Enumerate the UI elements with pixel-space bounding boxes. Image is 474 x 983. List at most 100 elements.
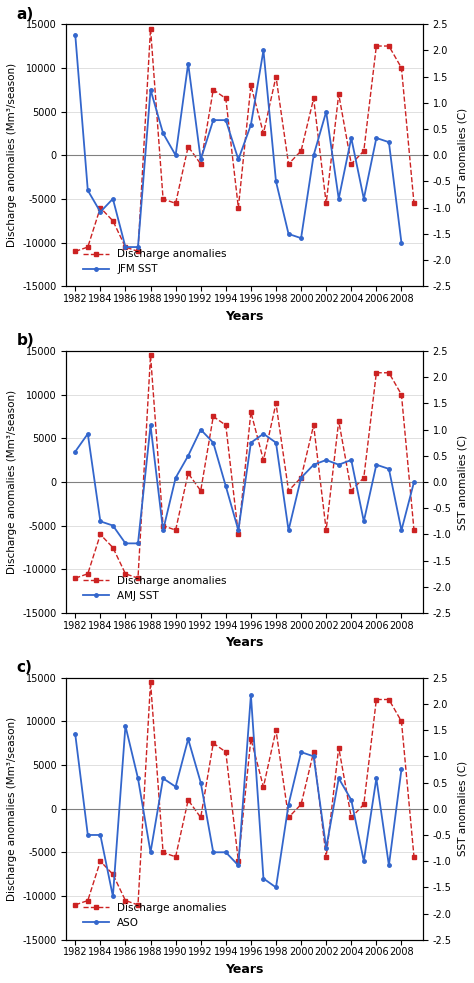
Legend: Discharge anomalies, AMJ SST: Discharge anomalies, AMJ SST (79, 572, 231, 606)
Discharge anomalies (123, 895, 128, 906)
Discharge anomalies (323, 524, 329, 536)
JFM SST (374, 132, 379, 144)
ASO (261, 873, 266, 885)
Line: Discharge anomalies: Discharge anomalies (73, 27, 417, 254)
Discharge anomalies (361, 472, 367, 484)
Discharge anomalies (298, 472, 304, 484)
ASO (273, 882, 279, 894)
Discharge anomalies (399, 62, 404, 74)
Y-axis label: SST anomalies (C): SST anomalies (C) (457, 761, 467, 856)
JFM SST (248, 119, 254, 131)
Discharge anomalies (210, 737, 216, 749)
AMJ SST (123, 538, 128, 549)
ASO (311, 750, 317, 762)
Discharge anomalies (185, 794, 191, 806)
Discharge anomalies (185, 141, 191, 152)
Discharge anomalies (336, 742, 342, 754)
Discharge anomalies (198, 485, 203, 496)
ASO (210, 846, 216, 858)
JFM SST (298, 232, 304, 244)
ASO (73, 728, 78, 740)
AMJ SST (236, 524, 241, 536)
Discharge anomalies (123, 241, 128, 253)
JFM SST (323, 106, 329, 118)
Discharge anomalies (98, 529, 103, 541)
ASO (223, 846, 228, 858)
Discharge anomalies (361, 145, 367, 157)
Discharge anomalies (298, 798, 304, 810)
Discharge anomalies (261, 781, 266, 793)
AMJ SST (336, 459, 342, 471)
AMJ SST (198, 424, 203, 435)
JFM SST (148, 84, 154, 95)
Discharge anomalies (323, 851, 329, 863)
Discharge anomalies (148, 23, 154, 34)
Discharge anomalies (160, 193, 166, 204)
AMJ SST (348, 454, 354, 466)
Discharge anomalies (298, 145, 304, 157)
Legend: Discharge anomalies, JFM SST: Discharge anomalies, JFM SST (79, 245, 231, 278)
Line: Discharge anomalies: Discharge anomalies (73, 353, 417, 581)
AMJ SST (323, 454, 329, 466)
ASO (298, 746, 304, 758)
ASO (173, 781, 179, 792)
JFM SST (261, 44, 266, 56)
AMJ SST (98, 515, 103, 527)
AMJ SST (185, 450, 191, 462)
Discharge anomalies (173, 851, 179, 863)
JFM SST (160, 128, 166, 140)
Text: a): a) (17, 7, 34, 22)
JFM SST (273, 176, 279, 188)
AMJ SST (148, 420, 154, 432)
Legend: Discharge anomalies, ASO: Discharge anomalies, ASO (79, 898, 231, 932)
Discharge anomalies (223, 420, 228, 432)
JFM SST (348, 132, 354, 144)
Discharge anomalies (73, 899, 78, 911)
Discharge anomalies (374, 694, 379, 706)
ASO (148, 846, 154, 858)
Discharge anomalies (411, 851, 417, 863)
AMJ SST (411, 476, 417, 488)
JFM SST (223, 114, 228, 126)
Discharge anomalies (198, 158, 203, 170)
Discharge anomalies (411, 524, 417, 536)
JFM SST (85, 185, 91, 197)
Discharge anomalies (223, 92, 228, 104)
AMJ SST (210, 436, 216, 448)
Discharge anomalies (336, 415, 342, 427)
Discharge anomalies (286, 812, 292, 824)
Discharge anomalies (361, 798, 367, 810)
ASO (98, 829, 103, 840)
JFM SST (210, 114, 216, 126)
AMJ SST (73, 445, 78, 457)
Discharge anomalies (73, 246, 78, 258)
JFM SST (173, 149, 179, 161)
Y-axis label: SST anomalies (C): SST anomalies (C) (457, 108, 467, 202)
Discharge anomalies (98, 855, 103, 867)
JFM SST (399, 237, 404, 249)
Discharge anomalies (160, 520, 166, 532)
Discharge anomalies (148, 676, 154, 688)
ASO (336, 773, 342, 784)
Discharge anomalies (148, 349, 154, 361)
Discharge anomalies (348, 485, 354, 496)
Discharge anomalies (135, 572, 141, 584)
X-axis label: Years: Years (226, 310, 264, 322)
Discharge anomalies (236, 202, 241, 213)
AMJ SST (386, 463, 392, 475)
AMJ SST (173, 472, 179, 484)
ASO (248, 689, 254, 701)
Discharge anomalies (273, 724, 279, 736)
Discharge anomalies (348, 812, 354, 824)
ASO (236, 859, 241, 871)
Discharge anomalies (223, 746, 228, 758)
ASO (286, 798, 292, 810)
JFM SST (198, 153, 203, 165)
Discharge anomalies (198, 812, 203, 824)
Discharge anomalies (399, 388, 404, 400)
X-axis label: Years: Years (226, 963, 264, 976)
Y-axis label: Discharge anomalies (Mm³/season): Discharge anomalies (Mm³/season) (7, 717, 17, 900)
JFM SST (361, 193, 367, 204)
Discharge anomalies (123, 568, 128, 580)
Discharge anomalies (273, 397, 279, 409)
